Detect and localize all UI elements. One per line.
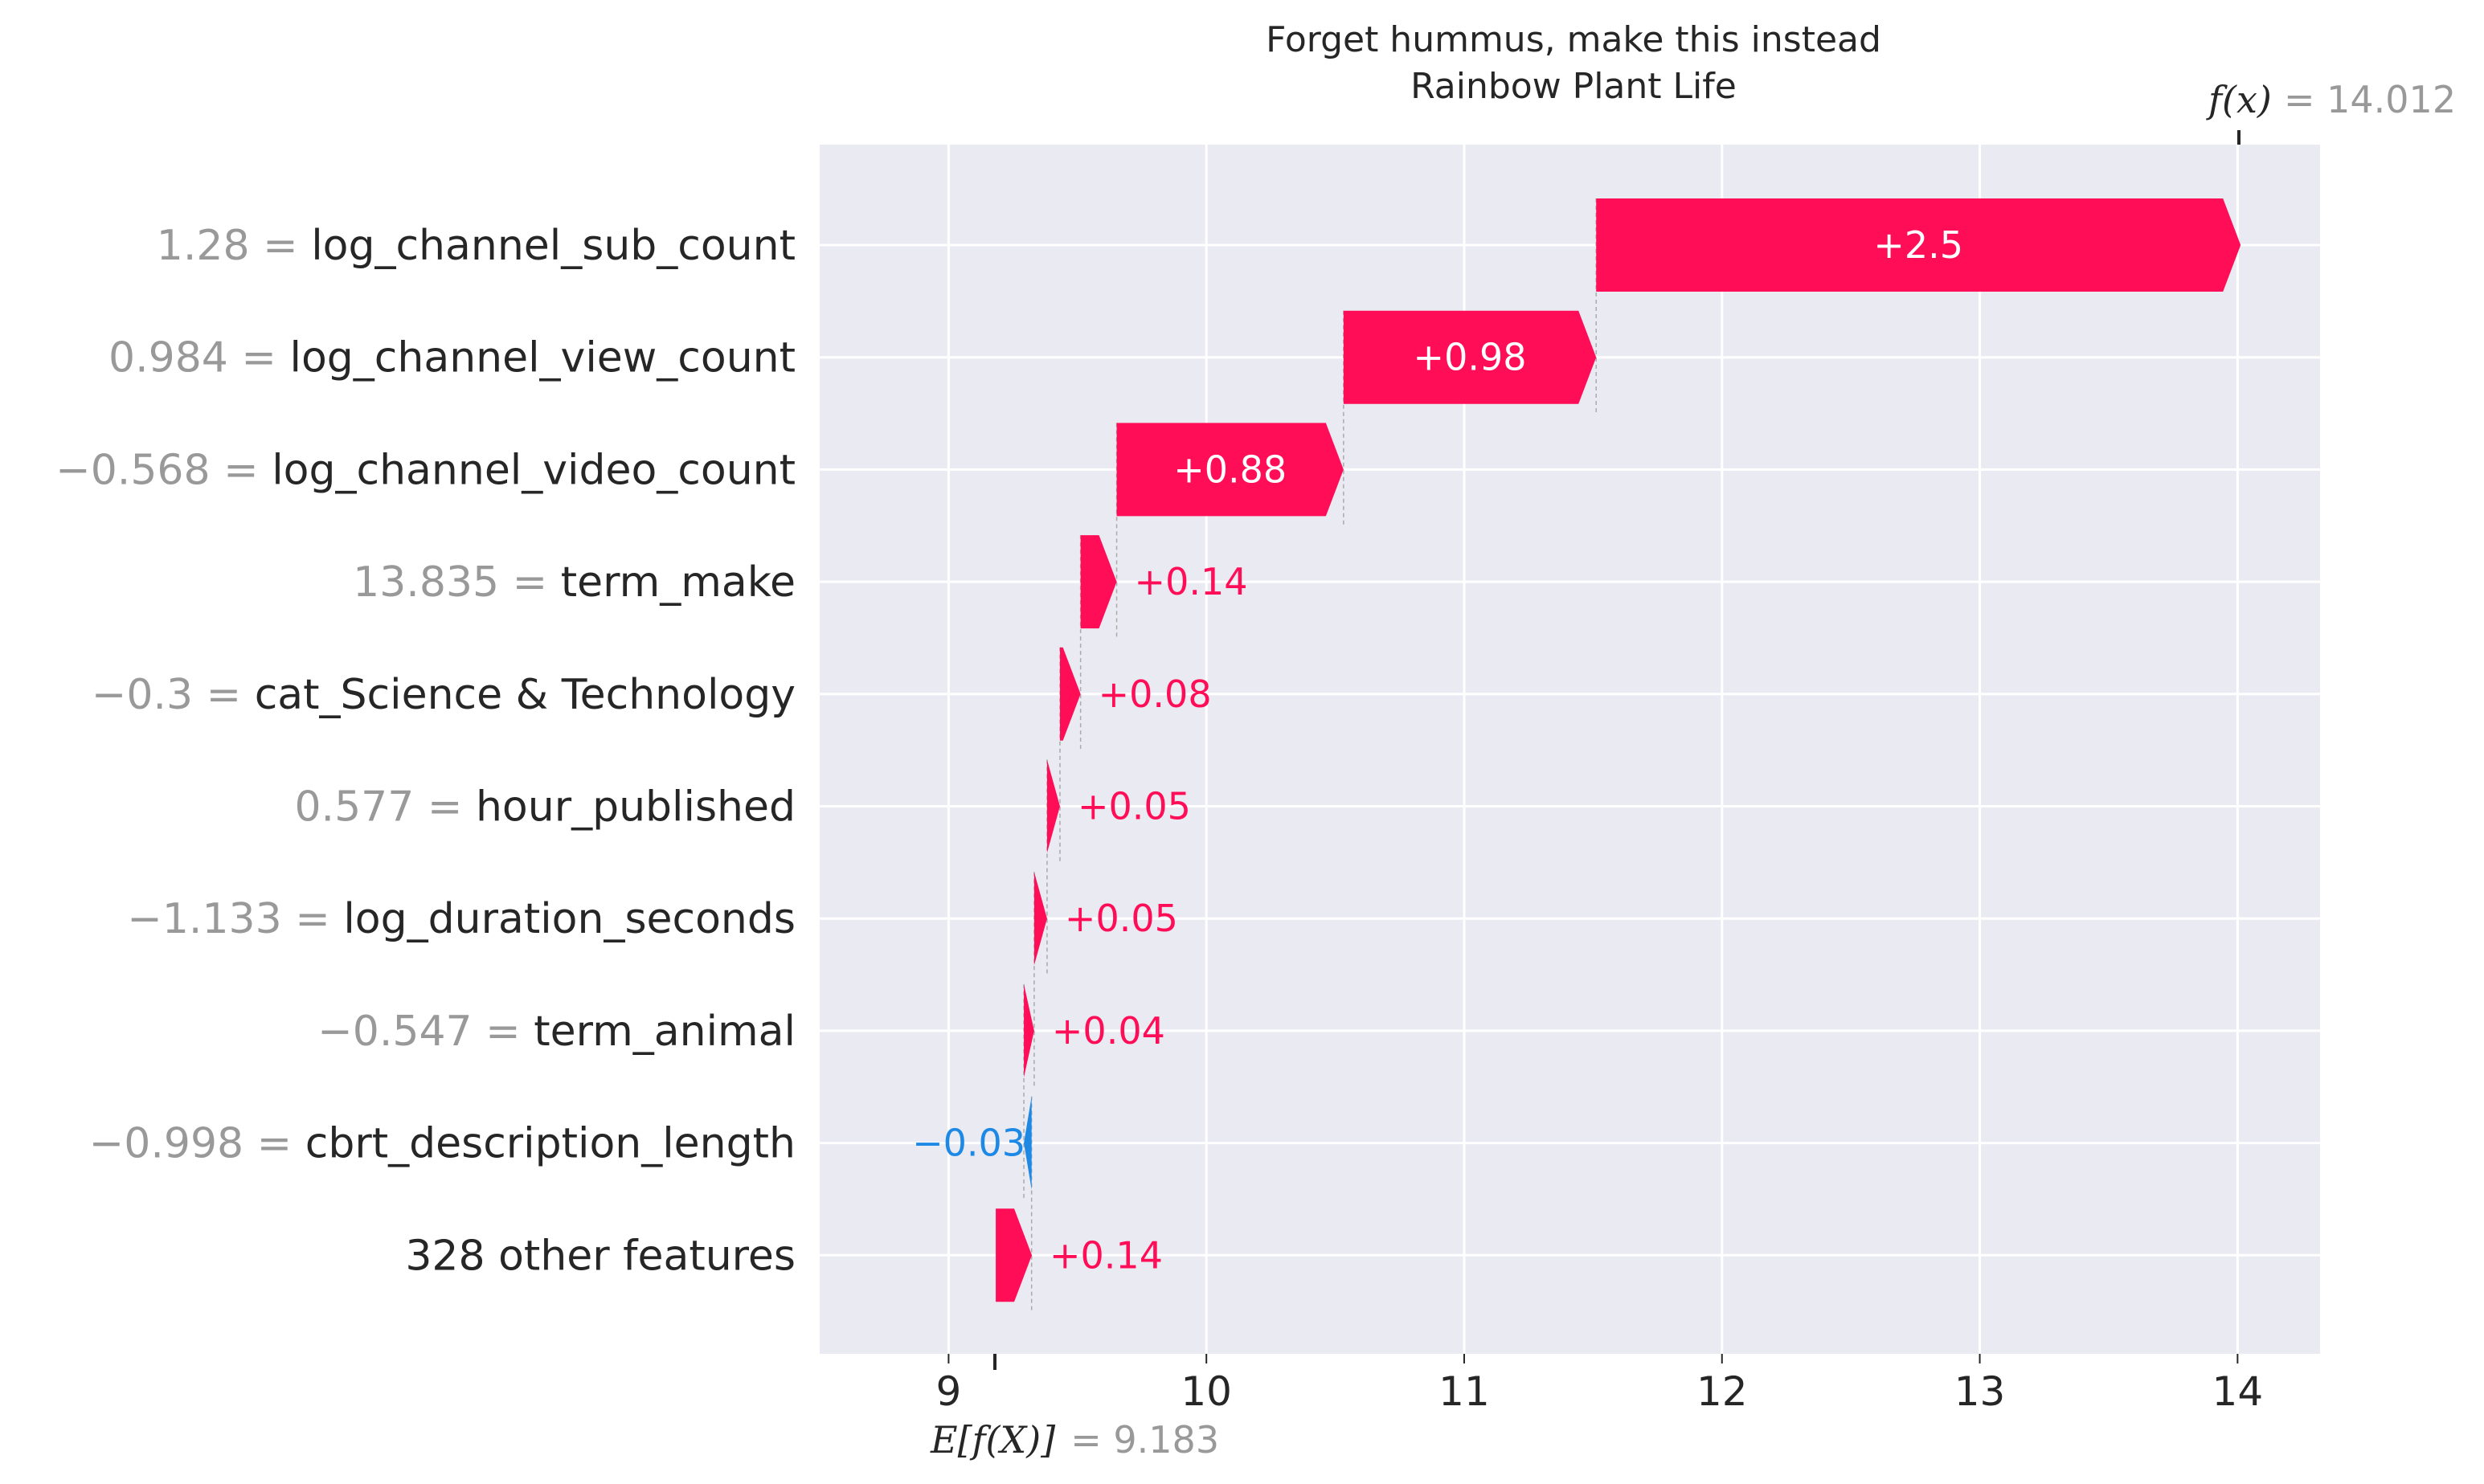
feature-value: 1.28 = xyxy=(157,222,311,270)
feature-value: −1.133 = xyxy=(127,895,343,943)
feature-value: 0.984 = xyxy=(108,334,290,382)
contribution-label: +0.98 xyxy=(1414,336,1527,379)
feature-value: −0.568 = xyxy=(55,446,272,494)
final-value-label: f(x) = 14.012 xyxy=(2206,78,2456,121)
contribution-bar xyxy=(996,1208,1033,1302)
contribution-label: +2.5 xyxy=(1873,223,1963,267)
feature-label: 1.28 = log_channel_sub_count xyxy=(157,222,796,270)
feature-name: log_duration_seconds xyxy=(343,895,796,943)
feature-value: 13.835 = xyxy=(353,558,561,607)
final-value-symbol: f(x) xyxy=(2206,78,2272,121)
chart-title: Forget hummus, make this instead xyxy=(1266,19,1881,60)
base-value-text: = 9.183 xyxy=(1070,1418,1219,1462)
x-tick-label: 12 xyxy=(1696,1368,1748,1415)
chart-subtitle: Rainbow Plant Life xyxy=(1410,66,1737,107)
feature-value: −0.998 = xyxy=(89,1120,305,1168)
contribution-bar xyxy=(1046,759,1060,853)
contribution-bar xyxy=(1080,535,1117,629)
x-tick-label: 10 xyxy=(1181,1368,1232,1415)
feature-value: −0.3 = xyxy=(92,671,255,719)
x-axis: 9 10 11 12 13 14 xyxy=(935,1354,2263,1415)
feature-name: hour_published xyxy=(476,783,796,832)
x-tick-label: 14 xyxy=(2212,1368,2264,1415)
feature-label: −0.547 = term_animal xyxy=(317,1008,796,1056)
contribution-label: +0.05 xyxy=(1065,897,1178,940)
contribution-label: +0.14 xyxy=(1050,1233,1163,1277)
contribution-bar xyxy=(1033,872,1047,966)
feature-name: 328 other features xyxy=(405,1232,796,1280)
contribution-label: +0.05 xyxy=(1078,785,1191,828)
x-tick-label: 11 xyxy=(1438,1368,1490,1415)
contribution-bar xyxy=(1024,983,1034,1077)
feature-name: cat_Science & Technology xyxy=(255,671,796,719)
feature-name: log_channel_sub_count xyxy=(311,222,796,270)
contribution-bar xyxy=(1024,1096,1032,1190)
feature-value: −0.547 = xyxy=(317,1008,534,1056)
feature-name: term_animal xyxy=(534,1008,796,1056)
bars-layer: +2.5 +0.98 +0.88 +0.14 +0.08 +0.05 +0.05 +0.04 −… xyxy=(912,198,2241,1302)
contribution-label: +0.14 xyxy=(1135,560,1248,603)
feature-name: log_channel_video_count xyxy=(272,446,796,494)
feature-label: 328 other features xyxy=(405,1232,796,1280)
base-value-symbol: E[f(X)] xyxy=(930,1418,1055,1462)
feature-label: −0.568 = log_channel_video_count xyxy=(55,446,796,494)
feature-name: cbrt_description_length xyxy=(305,1120,796,1168)
base-value-label: E[f(X)] = 9.183 xyxy=(930,1418,1219,1462)
feature-name: term_make xyxy=(561,558,796,607)
feature-labels-layer: 1.28 = log_channel_sub_count 0.984 = log_… xyxy=(55,222,796,1280)
contribution-label: −0.03 xyxy=(912,1122,1025,1165)
x-tick-label: 13 xyxy=(1954,1368,2006,1415)
contribution-label: +0.04 xyxy=(1052,1009,1165,1053)
final-value-text: = 14.012 xyxy=(2284,78,2456,121)
feature-name: log_channel_view_count xyxy=(290,334,796,382)
feature-label: −1.133 = log_duration_seconds xyxy=(127,895,796,943)
contribution-bar xyxy=(1596,198,2241,292)
x-tick-label: 9 xyxy=(935,1368,961,1415)
feature-label: −0.998 = cbrt_description_length xyxy=(89,1120,796,1168)
contribution-bar xyxy=(1059,647,1081,741)
feature-label: −0.3 = cat_Science & Technology xyxy=(92,671,796,719)
feature-label: 13.835 = term_make xyxy=(353,558,796,607)
feature-label: 0.984 = log_channel_view_count xyxy=(108,334,796,382)
feature-label: 0.577 = hour_published xyxy=(294,783,796,832)
feature-value: 0.577 = xyxy=(294,783,476,832)
contribution-bar xyxy=(1116,423,1344,517)
contribution-label: +0.88 xyxy=(1173,448,1287,491)
contribution-bar xyxy=(1343,310,1597,404)
contribution-label: +0.08 xyxy=(1099,673,1212,716)
